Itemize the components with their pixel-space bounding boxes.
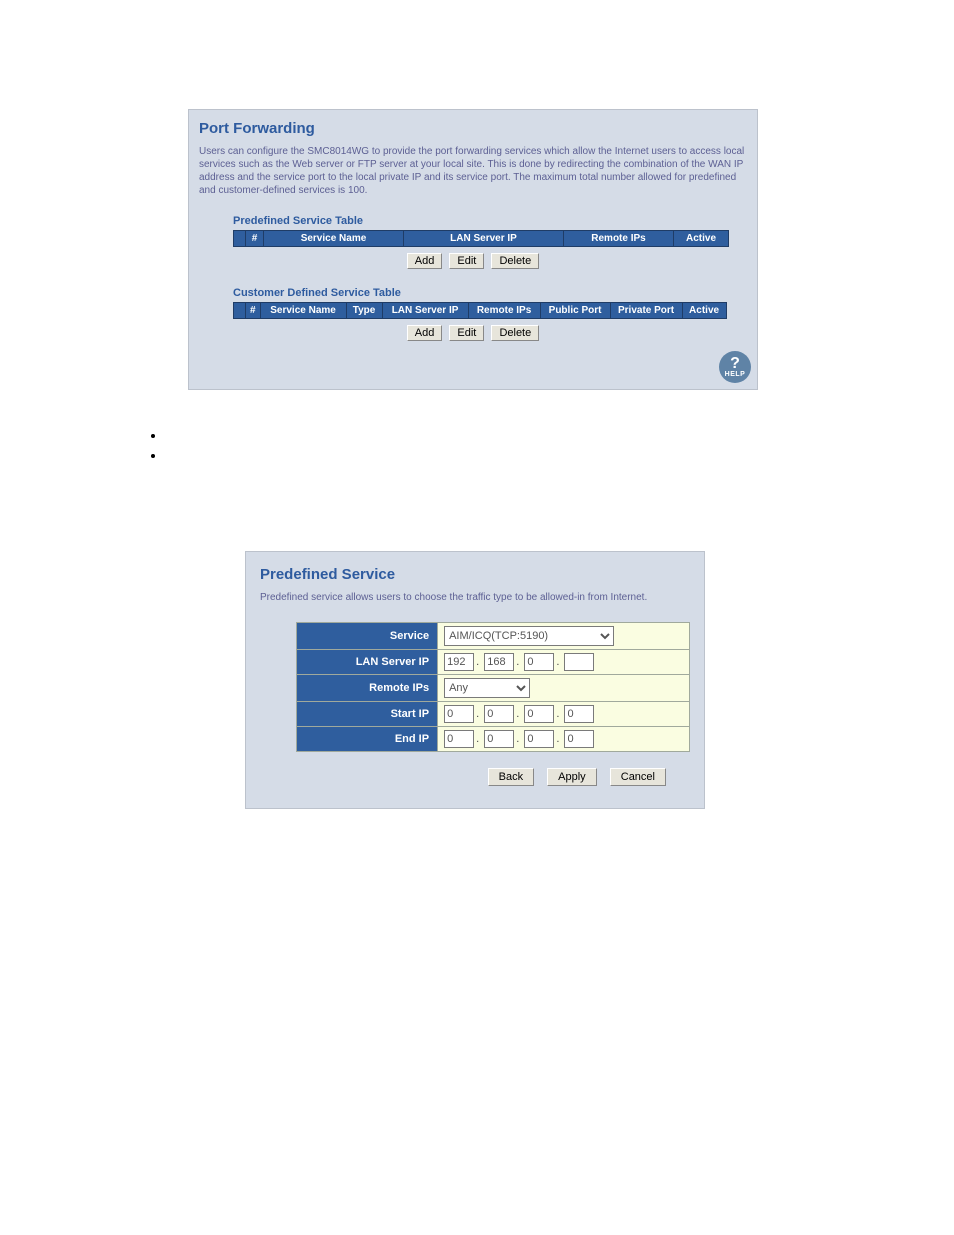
service-select[interactable]: AIM/ICQ(TCP:5190) [444, 626, 614, 646]
delete-button[interactable]: Delete [491, 325, 539, 341]
col-number: # [246, 231, 264, 247]
port-forwarding-panel: Port Forwarding Users can configure the … [188, 109, 758, 390]
dot: . [476, 708, 479, 720]
label-lan-server-ip: LAN Server IP [297, 650, 438, 675]
col-lan-server-ip: LAN Server IP [404, 231, 564, 247]
label-start-ip: Start IP [297, 702, 438, 727]
dot: . [556, 708, 559, 720]
col-service-name: Service Name [264, 231, 404, 247]
predefined-service-panel: Predefined Service Predefined service al… [245, 551, 705, 809]
cancel-button[interactable]: Cancel [610, 768, 666, 786]
end-ip-b[interactable] [484, 730, 514, 748]
form-button-row: Back Apply Cancel [260, 768, 668, 786]
start-ip-a[interactable] [444, 705, 474, 723]
col-service-name: Service Name [260, 303, 346, 319]
col-remote-ips: Remote IPs [564, 231, 674, 247]
label-end-ip: End IP [297, 727, 438, 752]
col-blank [234, 303, 246, 319]
label-remote-ips: Remote IPs [297, 675, 438, 702]
customer-table-title: Customer Defined Service Table [233, 287, 747, 299]
lan-ip-b[interactable] [484, 653, 514, 671]
edit-button[interactable]: Edit [449, 253, 484, 269]
lan-ip-c[interactable] [524, 653, 554, 671]
help-question-mark: ? [730, 356, 740, 372]
dot: . [516, 733, 519, 745]
dot: . [556, 656, 559, 668]
col-active: Active [682, 303, 726, 319]
customer-button-row: Add Edit Delete [199, 325, 747, 341]
customer-defined-service-table: # Service Name Type LAN Server IP Remote… [233, 302, 727, 319]
lan-ip-a[interactable] [444, 653, 474, 671]
add-button[interactable]: Add [407, 325, 443, 341]
panel-title: Port Forwarding [199, 120, 747, 137]
edit-button[interactable]: Edit [449, 325, 484, 341]
dot: . [516, 708, 519, 720]
table-header-row: # Service Name LAN Server IP Remote IPs … [234, 231, 729, 247]
col-number: # [246, 303, 261, 319]
panel-description: Users can configure the SMC8014WG to pro… [199, 145, 747, 197]
col-public-port: Public Port [540, 303, 610, 319]
dot: . [476, 733, 479, 745]
col-remote-ips: Remote IPs [468, 303, 540, 319]
predefined-button-row: Add Edit Delete [199, 253, 747, 269]
predefined-service-form: Service AIM/ICQ(TCP:5190) LAN Server IP … [296, 622, 690, 752]
dot: . [476, 656, 479, 668]
start-ip-c[interactable] [524, 705, 554, 723]
start-ip-b[interactable] [484, 705, 514, 723]
end-ip-d[interactable] [564, 730, 594, 748]
col-blank [234, 231, 246, 247]
end-ip-a[interactable] [444, 730, 474, 748]
help-icon[interactable]: ? HELP [719, 351, 751, 383]
label-service: Service [297, 623, 438, 650]
lan-ip-d[interactable] [564, 653, 594, 671]
dot: . [556, 733, 559, 745]
predefined-table-title: Predefined Service Table [233, 215, 747, 227]
col-private-port: Private Port [610, 303, 682, 319]
add-button[interactable]: Add [407, 253, 443, 269]
end-ip-c[interactable] [524, 730, 554, 748]
dot: . [516, 656, 519, 668]
col-lan-server-ip: LAN Server IP [382, 303, 468, 319]
col-active: Active [674, 231, 729, 247]
panel-description: Predefined service allows users to choos… [260, 591, 690, 604]
back-button[interactable]: Back [488, 768, 534, 786]
remote-ips-select[interactable]: Any [444, 678, 530, 698]
col-type: Type [346, 303, 382, 319]
start-ip-d[interactable] [564, 705, 594, 723]
predefined-service-table: # Service Name LAN Server IP Remote IPs … [233, 230, 729, 247]
delete-button[interactable]: Delete [491, 253, 539, 269]
panel-title: Predefined Service [260, 566, 690, 583]
apply-button[interactable]: Apply [547, 768, 597, 786]
help-label: HELP [725, 371, 746, 378]
table-header-row: # Service Name Type LAN Server IP Remote… [234, 303, 727, 319]
